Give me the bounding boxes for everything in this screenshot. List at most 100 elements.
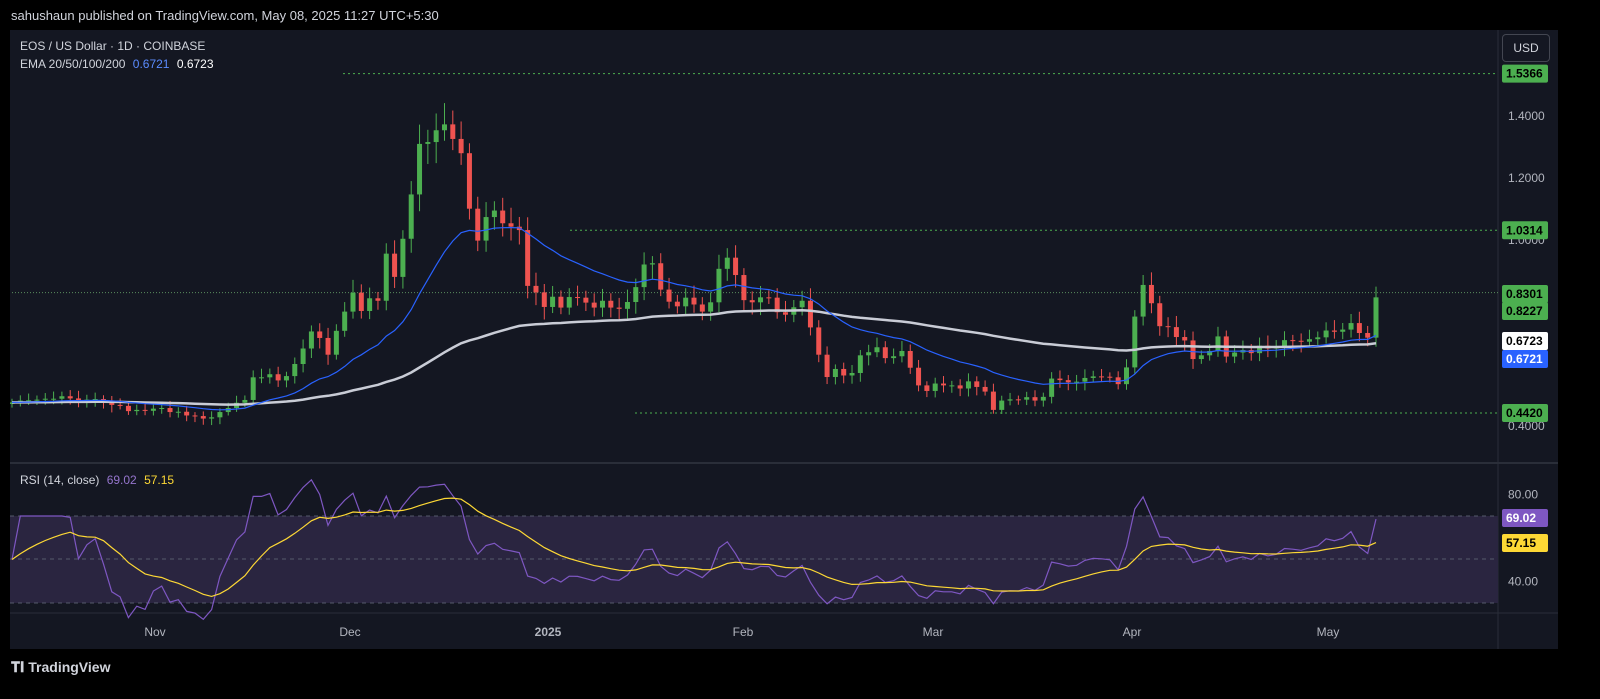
candle-body: [1165, 326, 1171, 328]
candle-body: [317, 331, 323, 338]
candle-body: [957, 385, 963, 389]
rsi-legend: RSI (14, close) 69.02 57.15: [20, 473, 174, 487]
candle-body: [749, 300, 755, 303]
candle-body: [633, 287, 639, 302]
candle-body: [325, 337, 331, 355]
candle-body: [1157, 303, 1163, 327]
candle-body: [425, 142, 431, 144]
candle-body: [192, 415, 198, 417]
currency-button[interactable]: USD: [1502, 34, 1550, 62]
candle-body: [275, 374, 281, 381]
candle-body: [916, 367, 922, 386]
candle-body: [375, 298, 381, 301]
candle-body: [907, 350, 913, 368]
candle-body: [649, 263, 655, 265]
candle-body: [1074, 381, 1080, 383]
published-text: sahushaun published on TradingView.com, …: [11, 8, 439, 23]
candle-body: [1148, 284, 1154, 304]
ema-blue-line: [11, 226, 1377, 411]
candle-body: [1049, 378, 1055, 397]
candle-body: [558, 296, 564, 308]
candle-body: [575, 297, 581, 299]
candle-body: [941, 383, 947, 386]
ema-legend: EMA 20/50/100/200 0.6721 0.6723: [20, 57, 214, 71]
candle-body: [566, 297, 572, 308]
candle-body: [308, 331, 314, 349]
candle-body: [1215, 336, 1221, 351]
candle-body: [733, 257, 739, 276]
candle-body: [1123, 367, 1129, 385]
level-badge: 0.4420: [1506, 406, 1543, 420]
candle-body: [674, 301, 680, 307]
candle-body: [799, 300, 805, 308]
candle-body: [117, 404, 123, 406]
candle-body: [608, 300, 614, 308]
candle-body: [857, 355, 863, 373]
candle-body: [466, 153, 472, 209]
candle-body: [242, 399, 248, 403]
candle-body: [300, 348, 306, 364]
time-tick-label: Dec: [339, 625, 360, 639]
candle-body: [541, 292, 547, 307]
tradingview-logo[interactable]: 𝐓𝐈 TradingView: [11, 659, 110, 676]
candle-body: [184, 411, 190, 416]
price-badge-bg: [1502, 302, 1548, 320]
candle-body: [691, 297, 697, 305]
rsi-ma-badge: 57.15: [1506, 536, 1536, 550]
candle-body: [982, 386, 988, 392]
ema-value-blue: 0.6721: [132, 57, 170, 71]
candle-body: [1099, 376, 1105, 378]
candle-body: [250, 377, 256, 400]
candle-body: [1040, 396, 1046, 401]
candle-body: [766, 297, 772, 299]
candle-body: [741, 275, 747, 301]
candle-body: [683, 297, 689, 307]
candle-body: [1298, 340, 1304, 342]
candle-body: [383, 253, 389, 301]
candle-body: [217, 412, 223, 418]
candle-body: [433, 130, 439, 143]
candle-body: [841, 368, 847, 376]
candle-body: [92, 399, 98, 401]
candle-body: [508, 223, 514, 227]
level-badge: 1.0314: [1506, 223, 1543, 237]
last-price-badge: 0.8301: [1506, 287, 1543, 301]
candle-body: [1057, 378, 1063, 381]
candle-body: [1207, 350, 1213, 356]
time-tick-label: Apr: [1123, 625, 1142, 639]
ema-label: EMA 20/50/100/200: [20, 57, 126, 71]
rsi-ma-value: 57.15: [144, 473, 175, 487]
candle-body: [1315, 337, 1321, 340]
candle-body: [142, 409, 148, 411]
brand-name: TradingView: [28, 659, 111, 675]
candle-body: [1065, 380, 1071, 383]
price-tick-label: 1.2000: [1508, 171, 1545, 185]
candle-body: [333, 330, 339, 355]
candle-body: [724, 257, 730, 269]
candle-body: [42, 398, 48, 400]
candle-body: [899, 350, 905, 357]
candlestick-chart[interactable]: 1.40001.20001.00000.400080.0040.001.5366…: [10, 30, 1558, 649]
chart-panel[interactable]: 1.4000 1.2000 1.0000 0.4000 80.00 40.00 1.5366…: [10, 30, 1558, 649]
candle-body: [417, 143, 423, 195]
candle-body: [1024, 397, 1030, 400]
candle-body: [774, 297, 780, 313]
rsi-label: RSI (14, close): [20, 473, 100, 487]
ema-white-badge-bg: [1502, 332, 1548, 350]
candle-body: [1306, 339, 1312, 342]
candle-body: [1257, 345, 1263, 354]
candle-body: [167, 408, 173, 413]
candle-body: [832, 368, 838, 378]
symbol-legend: EOS / US Dollar · 1D · COINBASE: [20, 39, 205, 53]
price-tick-label: 1.4000: [1508, 109, 1545, 123]
candle-body: [1282, 340, 1288, 347]
candle-body: [1373, 297, 1379, 338]
time-tick-label: Mar: [923, 625, 944, 639]
candle-body: [392, 253, 398, 277]
level-badge: 1.5366: [1506, 67, 1543, 81]
candle-body: [59, 396, 65, 399]
candle-body: [583, 297, 589, 303]
candle-body: [76, 398, 82, 401]
candle-body: [533, 285, 539, 293]
rsi-tick-label: 80.00: [1508, 487, 1538, 501]
